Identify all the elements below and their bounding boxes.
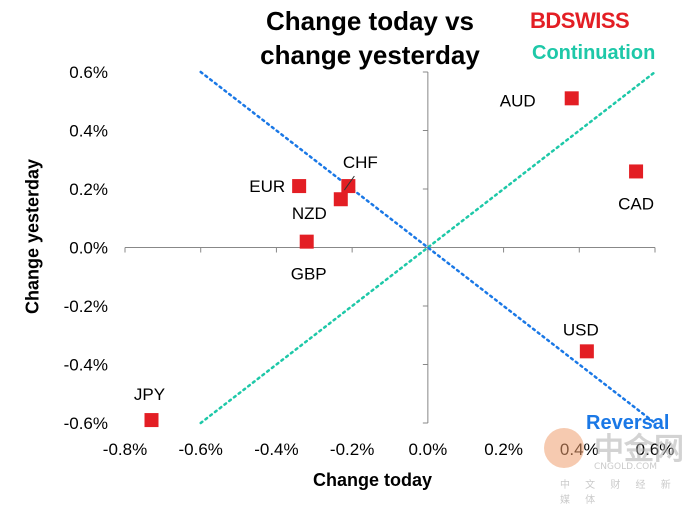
watermark: 中金网 CNGOLD.COM 中 文 财 经 新 媒 体 — [540, 424, 700, 506]
point-marker-gbp — [299, 234, 314, 249]
point-label-cad: CAD — [618, 194, 654, 213]
y-tick-label: -0.2% — [64, 297, 108, 316]
point-marker-jpy — [144, 413, 159, 428]
x-tick-label: 0.2% — [484, 440, 523, 459]
point-marker-aud — [564, 91, 579, 106]
reversal-reference-line — [199, 70, 657, 425]
y-tick-label: -0.6% — [64, 414, 108, 433]
point-marker-eur — [292, 179, 307, 194]
continuation-annotation: Continuation — [532, 42, 656, 64]
y-tick-label: 0.0% — [69, 239, 108, 258]
point-label-usd: USD — [563, 320, 599, 339]
x-tick-label: -0.4% — [254, 440, 298, 459]
point-label-eur: EUR — [249, 177, 285, 196]
x-tick-label: 0.6% — [636, 440, 675, 459]
point-label-gbp: GBP — [291, 265, 327, 284]
x-tick-label: 0.0% — [408, 440, 447, 459]
point-marker-chf — [341, 179, 356, 194]
point-label-aud: AUD — [500, 91, 536, 110]
brand-logo: BDSWISS — [530, 8, 630, 33]
watermark-subtitle: 中 文 财 经 新 媒 体 — [560, 480, 677, 506]
watermark-logo-icon — [544, 428, 584, 468]
y-axis-label: Change yesterday — [22, 158, 43, 315]
x-axis-label: Change today — [312, 470, 432, 490]
reversal-annotation: Reversal — [586, 412, 670, 434]
y-tick-label: 0.4% — [69, 122, 108, 141]
x-tick-label: -0.8% — [103, 440, 147, 459]
watermark-name: 中金网 — [594, 432, 684, 467]
point-label-chf: CHF — [343, 153, 378, 172]
point-marker-nzd — [333, 192, 348, 207]
y-tick-label: 0.2% — [69, 180, 108, 199]
point-label-nzd: NZD — [292, 204, 327, 223]
watermark-site: CNGOLD.COM — [594, 462, 658, 472]
point-marker-usd — [579, 344, 594, 359]
point-leader-chf — [343, 175, 355, 191]
chart-title: Change today vs change yesterday — [260, 6, 480, 70]
point-marker-cad — [629, 164, 644, 179]
point-label-jpy: JPY — [134, 385, 165, 404]
x-tick-label: -0.6% — [179, 440, 223, 459]
x-tick-label: -0.2% — [330, 440, 374, 459]
y-tick-label: -0.4% — [64, 356, 108, 375]
y-tick-label: 0.6% — [69, 63, 108, 82]
